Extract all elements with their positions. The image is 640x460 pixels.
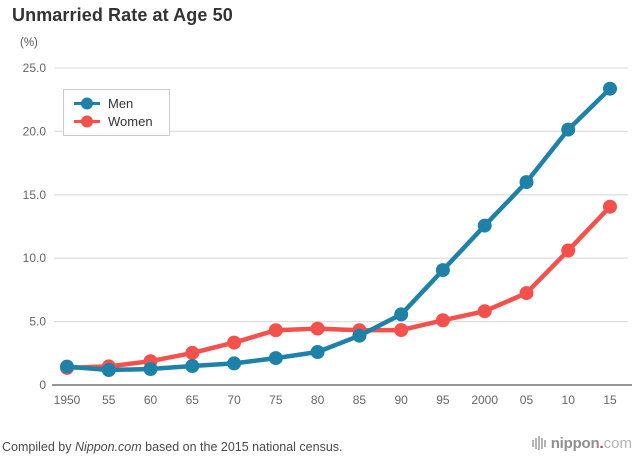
men-point <box>143 362 158 376</box>
men-point <box>352 328 367 343</box>
y-tick-label: 15.0 <box>23 188 47 202</box>
women-point <box>561 243 576 258</box>
women-point <box>185 345 200 360</box>
y-axis-unit-label: (%) <box>20 37 38 49</box>
y-tick-label: 0 <box>39 378 46 392</box>
men-line-marker-icon <box>74 97 100 110</box>
source-note-suffix: based on the 2015 national census. <box>141 440 343 454</box>
men-point <box>394 307 409 322</box>
women-point <box>310 321 325 336</box>
men-point <box>268 351 283 366</box>
men-point <box>227 356 242 371</box>
men-point <box>101 363 116 377</box>
women-point <box>268 323 283 338</box>
chart-title: Unmarried Rate at Age 50 <box>12 5 233 25</box>
women-line-marker-icon <box>74 115 100 128</box>
x-tick-label: 90 <box>394 393 408 407</box>
x-tick-label: 85 <box>353 393 367 407</box>
x-tick-label: 65 <box>186 393 200 407</box>
source-note-source: Nippon.com <box>74 440 142 454</box>
x-tick-label: 05 <box>520 393 534 407</box>
legend-label-men: Men <box>108 96 134 111</box>
men-point <box>603 81 617 96</box>
women-point <box>519 286 534 301</box>
women-point <box>227 335 242 350</box>
nippon-logo-tld: com <box>603 435 632 452</box>
legend-item-women: Women <box>74 114 153 129</box>
x-tick-label: 55 <box>102 393 116 407</box>
x-tick-label: 60 <box>144 393 158 407</box>
men-point <box>561 122 576 137</box>
nippon-logo-dot: . <box>599 435 604 452</box>
women-point <box>394 323 409 338</box>
line-chart: 0 5.0 10.0 15.0 20.0 25.0 1950 55 60 65 70 75 80 85 90… <box>23 61 632 407</box>
women-point <box>435 313 450 328</box>
men-point <box>185 359 200 373</box>
nippon-logo[interactable]: nippon. com <box>531 435 632 452</box>
women-point <box>603 199 617 214</box>
y-tick-label: 5.0 <box>29 315 46 329</box>
nippon-logo-icon <box>531 435 547 452</box>
x-tick-label: 2000 <box>471 393 498 407</box>
women-point <box>477 304 492 319</box>
y-tick-label: 25.0 <box>23 61 47 75</box>
women-line <box>64 204 613 371</box>
x-tick-label: 1950 <box>54 393 81 407</box>
x-tick-label: 95 <box>436 393 450 407</box>
y-tick-label: 10.0 <box>23 251 47 265</box>
men-point <box>60 359 74 374</box>
men-point <box>519 175 534 190</box>
chart-legend: Men Women <box>63 89 170 136</box>
x-tick-label: 70 <box>227 393 241 407</box>
x-tick-label: 75 <box>269 393 283 407</box>
x-tick-label: 15 <box>603 393 617 407</box>
legend-item-men: Men <box>74 96 153 111</box>
men-point <box>310 345 325 359</box>
y-tick-label: 20.0 <box>23 124 47 138</box>
men-point <box>435 263 450 278</box>
x-tick-label: 80 <box>311 393 325 407</box>
source-note-prefix: Compiled by <box>2 440 75 454</box>
nippon-logo-word: nippon <box>550 435 600 452</box>
legend-label-women: Women <box>108 114 153 129</box>
x-tick-label: 10 <box>562 393 576 407</box>
men-point <box>477 218 492 233</box>
source-note: Compiled by Nippon.com based on the 2015… <box>2 440 343 454</box>
